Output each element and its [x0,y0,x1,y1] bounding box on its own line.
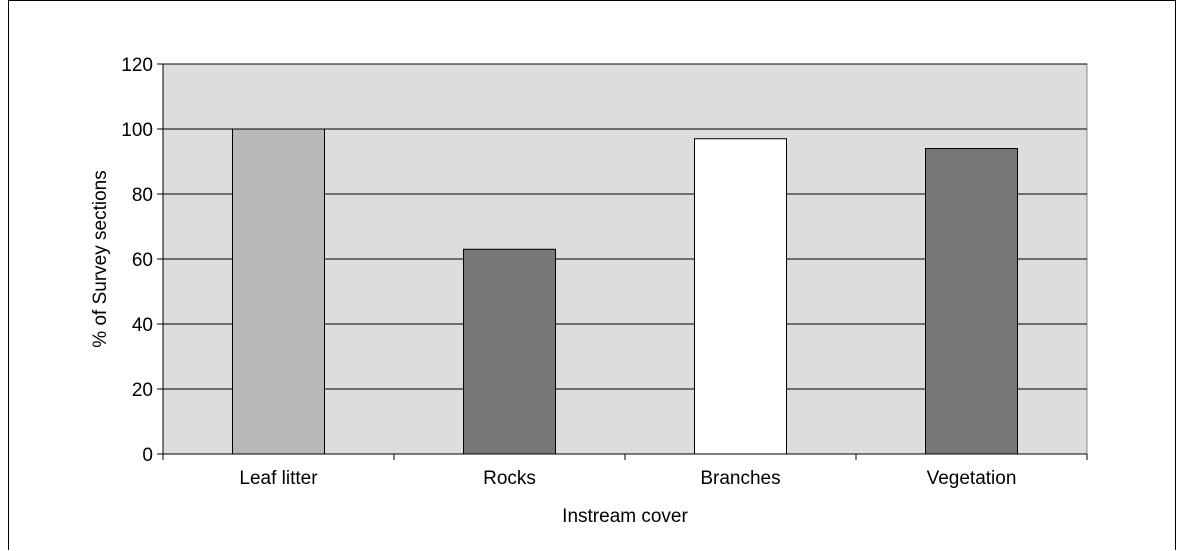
y-tick-label: 0 [142,445,153,466]
axes [157,63,1088,460]
bar-branches [694,138,787,455]
y-tick-label: 20 [132,380,153,401]
bar-rocks [463,248,556,455]
y-tick-labels: 0 20 40 60 80 100 120 [121,55,153,466]
y-axis-label: % of Survey sections [90,170,111,347]
x-tick-label: Leaf litter [239,468,318,489]
y-tick-label: 100 [121,120,153,141]
y-tick-label: 60 [132,250,153,271]
y-tick-label: 40 [132,315,153,336]
y-tick-label: 120 [121,55,153,76]
bar-vegetation [925,148,1018,455]
x-tick-label: Vegetation [927,468,1017,489]
x-axis-label: Instream cover [562,506,688,527]
x-tick-label: Rocks [483,468,536,489]
x-tick-labels: Leaf litter Rocks Branches Vegetation [239,468,1016,489]
x-tick-label: Branches [700,468,780,489]
bar-leaf-litter [232,128,325,455]
y-tick-label: 80 [132,185,153,206]
